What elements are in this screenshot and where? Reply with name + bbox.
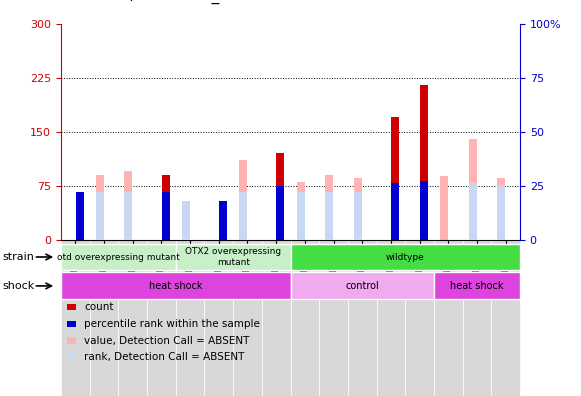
Text: control: control — [345, 281, 379, 291]
Bar — [296, 182, 304, 240]
Bar — [354, 179, 362, 240]
Text: percentile rank within the sample: percentile rank within the sample — [84, 319, 260, 329]
Text: OTX2 overexpressing
mutant: OTX2 overexpressing mutant — [185, 248, 281, 267]
FancyBboxPatch shape — [406, 240, 434, 396]
Bar — [469, 139, 476, 240]
Bar — [440, 176, 448, 240]
Bar — [182, 211, 190, 240]
Bar — [420, 85, 428, 240]
Text: otd overexpressing mutant: otd overexpressing mutant — [57, 253, 180, 261]
Bar — [96, 192, 104, 240]
Text: heat shock: heat shock — [149, 281, 203, 291]
Bar — [76, 192, 84, 240]
Bar — [162, 192, 170, 240]
Bar — [219, 201, 227, 240]
Bar — [219, 214, 227, 240]
Text: rank, Detection Call = ABSENT: rank, Detection Call = ABSENT — [84, 352, 245, 362]
FancyBboxPatch shape — [262, 240, 290, 396]
FancyBboxPatch shape — [348, 240, 376, 396]
Text: value, Detection Call = ABSENT: value, Detection Call = ABSENT — [84, 335, 250, 346]
Bar — [290, 244, 520, 270]
FancyBboxPatch shape — [205, 240, 233, 396]
Bar — [76, 193, 84, 240]
Bar — [325, 175, 333, 240]
Bar — [277, 153, 285, 240]
FancyBboxPatch shape — [376, 240, 406, 396]
Text: wildtype: wildtype — [386, 253, 425, 261]
Bar — [162, 175, 170, 240]
Bar — [61, 244, 175, 270]
Bar — [296, 192, 304, 240]
Bar — [354, 192, 362, 240]
Text: heat shock: heat shock — [450, 281, 504, 291]
Bar — [124, 192, 132, 240]
Bar — [497, 179, 505, 240]
Bar — [175, 244, 290, 270]
Bar — [124, 171, 132, 240]
Bar — [325, 192, 333, 240]
Bar — [239, 192, 247, 240]
Text: shock: shock — [3, 281, 35, 291]
Bar — [391, 117, 399, 240]
Text: count: count — [84, 302, 114, 312]
FancyBboxPatch shape — [119, 240, 147, 396]
Bar — [497, 186, 505, 240]
FancyBboxPatch shape — [319, 240, 348, 396]
Bar — [182, 201, 190, 240]
Bar — [469, 183, 476, 240]
FancyBboxPatch shape — [89, 240, 119, 396]
FancyBboxPatch shape — [434, 240, 462, 396]
FancyBboxPatch shape — [462, 240, 492, 396]
FancyBboxPatch shape — [147, 240, 175, 396]
Bar — [290, 272, 434, 299]
FancyBboxPatch shape — [61, 240, 89, 396]
Bar — [239, 160, 247, 240]
FancyBboxPatch shape — [492, 240, 520, 396]
Bar — [434, 272, 520, 299]
Bar — [61, 272, 290, 299]
FancyBboxPatch shape — [290, 240, 319, 396]
Bar — [96, 175, 104, 240]
Bar — [277, 186, 285, 240]
Text: strain: strain — [3, 252, 35, 262]
FancyBboxPatch shape — [175, 240, 205, 396]
Bar — [420, 181, 428, 240]
FancyBboxPatch shape — [233, 240, 262, 396]
Bar — [391, 183, 399, 240]
Text: GDS23 / CG16932_at: GDS23 / CG16932_at — [73, 0, 234, 4]
